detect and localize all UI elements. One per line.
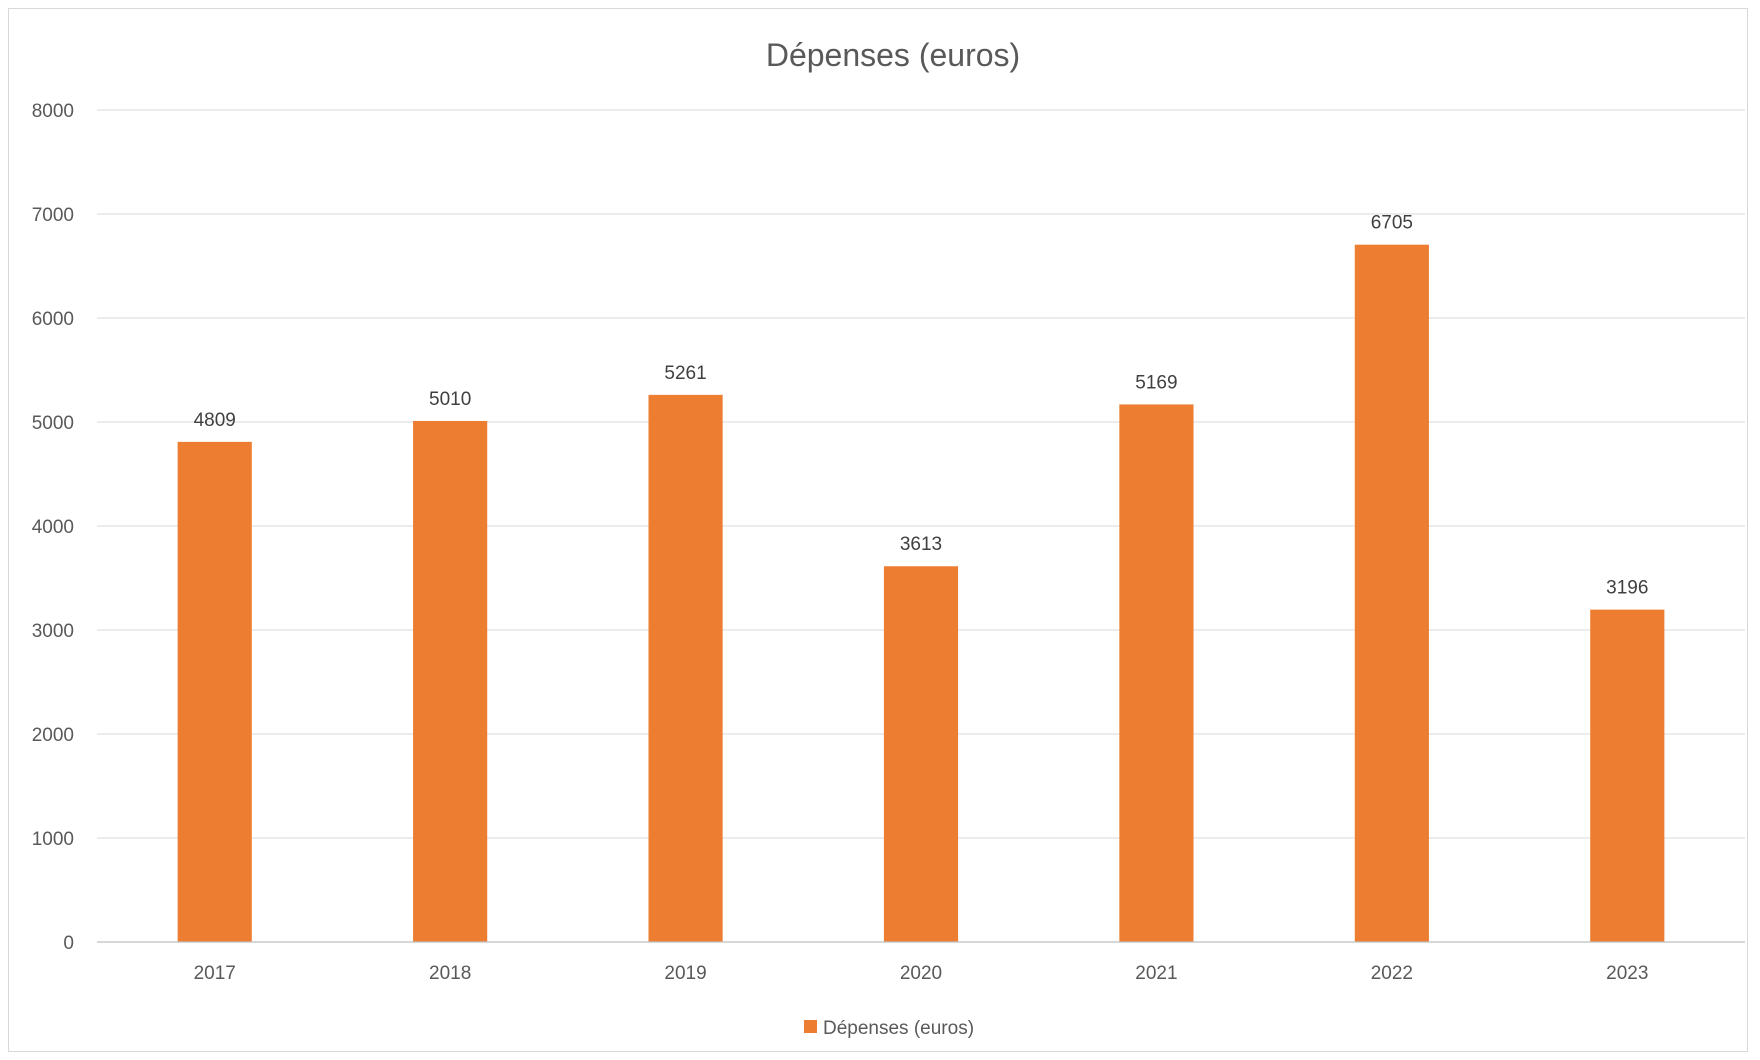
data-labels: 4809 5010 5261 3613 5169 6705 3196: [194, 213, 1649, 599]
bar: [177, 441, 252, 942]
y-axis-ticks: 0 1000 2000 3000 4000 5000 6000 7000 8000: [32, 101, 74, 954]
data-label: 3196: [1606, 578, 1648, 599]
chart-frame: [8, 8, 1748, 1052]
chart-title: Dépenses (euros): [766, 37, 1020, 73]
data-label: 4809: [194, 410, 236, 431]
bar: [1590, 609, 1665, 942]
legend: Dépenses (euros): [804, 1018, 974, 1039]
legend-swatch: [804, 1020, 817, 1033]
legend-label: Dépenses (euros): [823, 1018, 974, 1039]
bar: [883, 566, 959, 942]
y-tick-label: 1000: [32, 829, 74, 850]
y-tick-label: 8000: [32, 101, 74, 122]
bar: [648, 394, 723, 943]
bars: [177, 244, 1665, 943]
data-label: 5010: [429, 389, 471, 410]
bar: [1354, 244, 1429, 942]
data-label: 5169: [1135, 372, 1177, 393]
y-tick-label: 2000: [32, 725, 74, 746]
data-label: 3613: [900, 534, 942, 555]
bar: [1119, 404, 1194, 942]
x-tick-label: 2018: [429, 963, 471, 984]
x-tick-label: 2017: [194, 963, 236, 984]
data-label: 5261: [664, 363, 706, 384]
y-tick-label: 5000: [32, 413, 74, 434]
x-tick-label: 2020: [900, 963, 942, 984]
x-tick-label: 2021: [1135, 963, 1177, 984]
y-tick-label: 6000: [32, 309, 74, 330]
x-tick-label: 2019: [664, 963, 706, 984]
bar: [413, 420, 488, 943]
x-tick-label: 2023: [1606, 963, 1648, 984]
y-tick-label: 3000: [32, 621, 74, 642]
data-label: 6705: [1371, 213, 1413, 234]
x-axis-ticks: 2017 2018 2019 2020 2021 2022 2023: [194, 963, 1649, 984]
y-tick-label: 7000: [32, 205, 74, 226]
y-tick-label: 0: [63, 933, 74, 954]
y-tick-label: 4000: [32, 517, 74, 538]
gridlines: [97, 109, 1745, 839]
x-tick-label: 2022: [1371, 963, 1413, 984]
